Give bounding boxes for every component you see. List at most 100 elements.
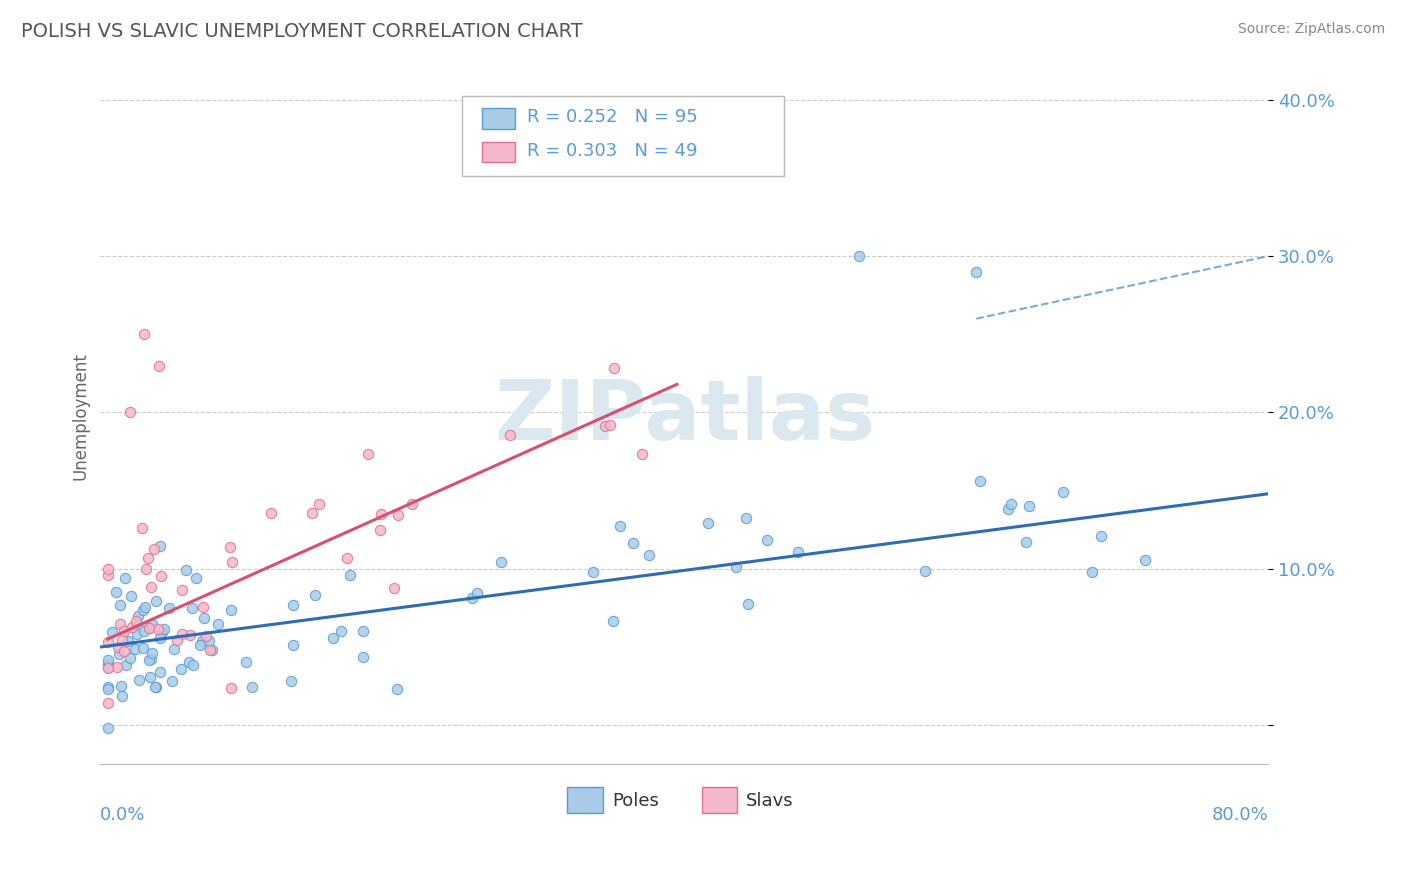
Point — [304, 588, 326, 602]
Point — [112, 624, 135, 638]
Point — [148, 622, 170, 636]
Point — [150, 569, 173, 583]
Point — [170, 662, 193, 676]
Point — [97, 653, 120, 667]
Point — [339, 568, 361, 582]
Point — [240, 680, 263, 694]
Point — [118, 651, 141, 665]
Point — [301, 507, 323, 521]
Point — [139, 651, 162, 665]
Point — [221, 555, 243, 569]
Point — [308, 497, 330, 511]
Point — [107, 640, 129, 654]
Point — [97, 680, 120, 694]
Point — [162, 673, 184, 688]
Point — [120, 590, 142, 604]
Point — [352, 624, 374, 639]
Point — [1018, 499, 1040, 513]
Point — [188, 638, 211, 652]
Point — [965, 265, 987, 279]
FancyBboxPatch shape — [568, 787, 603, 813]
Point — [179, 655, 201, 669]
Point — [914, 565, 936, 579]
Point — [370, 507, 392, 521]
Point — [1090, 529, 1112, 543]
Point — [153, 622, 176, 636]
Point — [110, 616, 132, 631]
Point — [724, 559, 747, 574]
Point — [138, 670, 160, 684]
FancyBboxPatch shape — [702, 787, 737, 813]
Point — [697, 516, 720, 530]
Text: Poles: Poles — [612, 792, 659, 810]
Point — [193, 611, 215, 625]
Point — [131, 521, 153, 535]
Text: R = 0.252   N = 95: R = 0.252 N = 95 — [527, 108, 697, 127]
Point — [141, 616, 163, 631]
Point — [134, 327, 156, 342]
Point — [387, 508, 409, 523]
Point — [127, 627, 149, 641]
Point — [184, 571, 207, 585]
Point — [105, 659, 128, 673]
Y-axis label: Unemployment: Unemployment — [72, 352, 89, 480]
Point — [786, 545, 808, 559]
Point — [368, 523, 391, 537]
Point — [172, 583, 194, 598]
Point — [117, 634, 139, 648]
Point — [621, 536, 644, 550]
Point — [382, 581, 405, 595]
Point — [737, 597, 759, 611]
Point — [638, 548, 661, 562]
Point — [1052, 485, 1074, 500]
Point — [221, 681, 243, 695]
Point — [139, 580, 162, 594]
Point — [498, 428, 520, 442]
Point — [191, 600, 214, 615]
Point — [101, 625, 124, 640]
Point — [121, 620, 143, 634]
Point — [603, 361, 626, 376]
Point — [135, 562, 157, 576]
Point — [125, 614, 148, 628]
Point — [145, 681, 167, 695]
Point — [132, 602, 155, 616]
Point — [176, 563, 198, 577]
Point — [335, 550, 357, 565]
Text: ZIPatlas: ZIPatlas — [494, 376, 875, 457]
Point — [281, 598, 304, 612]
Point — [219, 603, 242, 617]
Point — [489, 555, 512, 569]
Text: Source: ZipAtlas.com: Source: ZipAtlas.com — [1237, 22, 1385, 37]
Point — [1080, 565, 1102, 579]
Point — [219, 540, 242, 554]
Point — [582, 565, 605, 579]
Point — [180, 600, 202, 615]
Point — [114, 571, 136, 585]
Point — [235, 655, 257, 669]
Point — [602, 614, 624, 628]
Point — [111, 632, 134, 647]
Point — [201, 643, 224, 657]
Point — [97, 660, 120, 674]
Point — [465, 586, 488, 600]
Point — [969, 474, 991, 488]
Point — [631, 447, 654, 461]
Point — [134, 624, 156, 638]
Point — [260, 506, 283, 520]
Point — [1000, 497, 1022, 511]
Point — [128, 673, 150, 687]
Point — [157, 601, 180, 615]
Point — [97, 661, 120, 675]
FancyBboxPatch shape — [463, 96, 783, 177]
Point — [166, 633, 188, 648]
Point — [97, 657, 120, 671]
Point — [194, 629, 217, 643]
Point — [593, 418, 616, 433]
Point — [848, 249, 870, 263]
Point — [152, 624, 174, 639]
Point — [138, 621, 160, 635]
Point — [179, 627, 201, 641]
Point — [97, 635, 120, 649]
Point — [105, 585, 128, 599]
